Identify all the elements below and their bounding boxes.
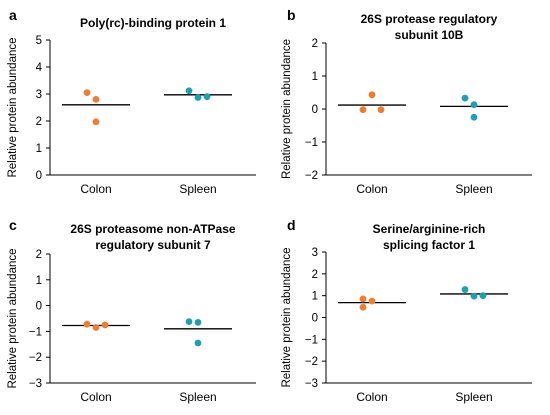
y-tick-label: 2 xyxy=(36,116,42,128)
data-point xyxy=(92,96,100,103)
y-tick-label: −1 xyxy=(305,334,318,346)
y-tick-label: −3 xyxy=(29,378,42,390)
y-tick-label: 1 xyxy=(36,143,42,155)
y-axis-label: Relative protein abundance xyxy=(281,247,293,387)
y-tick-label: −1 xyxy=(29,326,42,338)
panel-title: Serine/arginine-rich xyxy=(373,222,486,236)
y-tick-label: 4 xyxy=(36,62,43,74)
y-tick-label: 5 xyxy=(36,35,42,47)
data-point xyxy=(83,89,91,97)
data-point xyxy=(194,339,202,347)
data-point xyxy=(479,292,487,300)
y-tick-label: 2 xyxy=(312,38,318,50)
panel-title: splicing factor 1 xyxy=(383,238,475,252)
data-point xyxy=(359,295,367,303)
y-axis-label: Relative protein abundance xyxy=(7,248,19,388)
y-tick-label: 1 xyxy=(312,291,318,303)
panel-letter: a xyxy=(9,7,17,23)
panel-letter: c xyxy=(9,217,17,233)
data-point xyxy=(377,106,385,114)
chart-panel-c: c 26S proteasome non-ATPase regulatory sub… xyxy=(7,217,256,404)
y-tick-label: 2 xyxy=(312,269,318,281)
y-axis-label: Relative protein abundance xyxy=(281,39,293,179)
panel-title: subunit 10B xyxy=(395,28,464,42)
data-point xyxy=(359,106,367,114)
data-point xyxy=(203,93,211,101)
data-point xyxy=(194,94,202,101)
y-tick-label: 0 xyxy=(36,301,42,313)
data-point xyxy=(185,318,193,325)
panel-letter: d xyxy=(287,217,296,233)
x-tick-label: Spleen xyxy=(455,182,492,196)
y-tick-label: 1 xyxy=(36,275,42,287)
data-point xyxy=(92,118,100,126)
y-tick-label: −3 xyxy=(305,378,318,390)
data-point xyxy=(470,101,478,109)
y-tick-label: −2 xyxy=(29,352,42,364)
x-tick-label: Colon xyxy=(356,182,387,196)
data-point xyxy=(461,94,469,102)
y-axis-label: Relative protein abundance xyxy=(7,37,19,177)
data-point xyxy=(368,297,376,305)
y-tick-label: 0 xyxy=(312,313,318,325)
y-tick-label: 2 xyxy=(36,249,42,261)
x-tick-label: Colon xyxy=(80,390,111,404)
x-tick-label: Colon xyxy=(356,390,387,404)
x-tick-label: Spleen xyxy=(179,390,216,404)
data-point xyxy=(194,318,202,326)
panel-title: 26S protease regulatory xyxy=(361,12,498,26)
y-tick-label: 0 xyxy=(312,104,318,116)
y-tick-label: −2 xyxy=(305,170,318,182)
data-point xyxy=(368,91,376,99)
data-point xyxy=(470,113,478,121)
y-tick-label: 0 xyxy=(36,170,42,182)
data-point xyxy=(461,286,469,293)
chart-panel-d: d Serine/arginine-rich splicing factor 1 −3… xyxy=(281,217,532,404)
panel-title: regulatory subunit 7 xyxy=(95,238,211,252)
x-tick-label: Spleen xyxy=(179,182,216,196)
y-tick-label: 3 xyxy=(312,247,318,259)
data-point xyxy=(470,292,478,300)
x-tick-label: Spleen xyxy=(455,390,492,404)
data-point xyxy=(185,87,193,95)
x-tick-label: Colon xyxy=(80,182,111,196)
y-tick-label: 3 xyxy=(36,89,42,101)
data-point xyxy=(101,321,109,329)
data-point xyxy=(92,324,100,331)
panel-title: 26S proteasome non-ATPase xyxy=(70,222,235,236)
data-point xyxy=(83,320,91,328)
y-tick-label: 1 xyxy=(312,71,318,83)
panel-letter: b xyxy=(287,7,296,23)
data-point xyxy=(359,303,367,311)
y-tick-label: −1 xyxy=(305,137,318,149)
y-tick-label: −2 xyxy=(305,356,318,368)
chart-panel-b: b 26S protease regulatory subunit 10B −2 −1 0… xyxy=(281,7,532,196)
panel-title: Poly(rc)-binding protein 1 xyxy=(80,16,226,30)
chart-panel-a: a Poly(rc)-binding protein 1 0 1 2 3 4 5 Relativ… xyxy=(7,7,256,196)
